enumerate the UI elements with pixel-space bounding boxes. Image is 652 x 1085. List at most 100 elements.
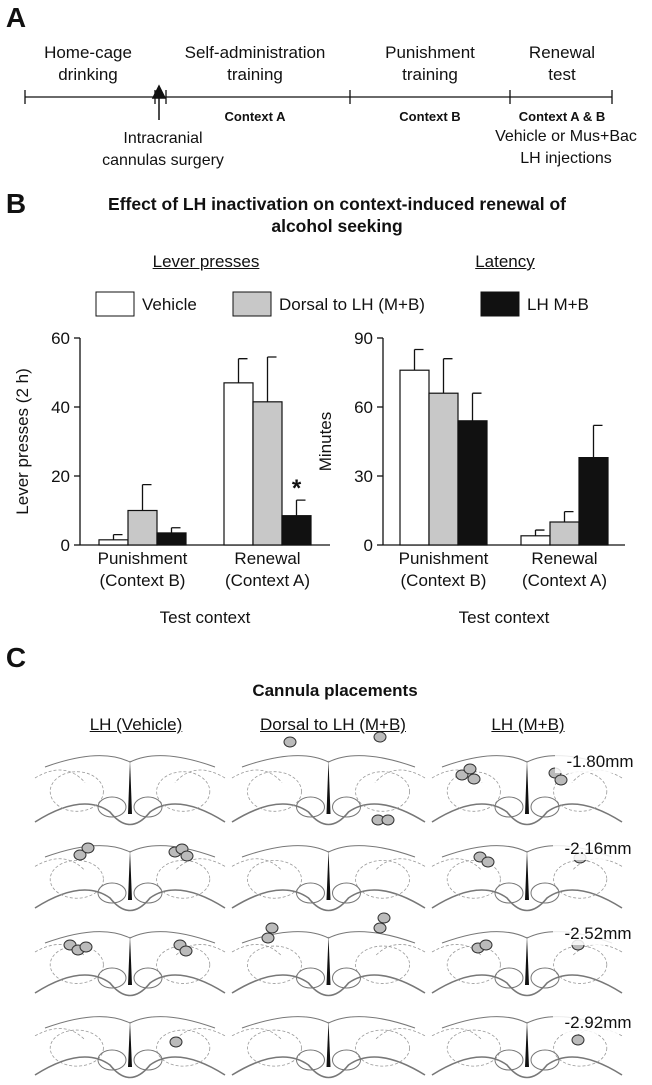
atlas-midline — [128, 936, 132, 985]
injection-label: Vehicle or Mus+Bac LH injections — [495, 128, 637, 167]
atlas-structure — [494, 796, 524, 818]
atlas-structure — [133, 882, 163, 904]
atlas-outline — [431, 803, 623, 826]
error-bar — [592, 424, 603, 458]
atlas-structure — [553, 771, 608, 812]
placement-dot — [179, 945, 193, 957]
y-axis-label: Lever presses (2 h) — [13, 368, 32, 514]
placement-dot — [479, 939, 493, 951]
group-label: Dorsal to LH (M+B) — [260, 715, 406, 734]
atlas-midline — [525, 936, 529, 985]
atlas-outline — [431, 1056, 623, 1079]
atlas-structure — [553, 945, 608, 984]
atlas-outline — [231, 803, 426, 826]
atlas-structure — [446, 859, 501, 899]
error-bar — [442, 358, 453, 394]
bar — [223, 382, 254, 546]
atlas-midline — [326, 936, 331, 985]
placement-dot — [79, 941, 93, 953]
legend-label: Dorsal to LH (M+B) — [279, 295, 425, 314]
y-tick-label: 40 — [51, 398, 70, 417]
atlas-structure — [355, 771, 410, 812]
group-label: LH (Vehicle) — [89, 715, 183, 734]
atlas-structure — [231, 769, 426, 783]
y-axis-label: Minutes — [316, 412, 335, 472]
atlas-structure — [34, 1028, 226, 1041]
legend-label: LH M+B — [527, 295, 589, 314]
error-bar — [534, 529, 545, 536]
x-axis-label: Test context — [159, 608, 251, 627]
phase-label: Punishment training — [385, 43, 475, 84]
panel-label: A — [5, 2, 27, 33]
atlas-midline — [128, 760, 132, 814]
atlas-structure — [446, 1029, 501, 1067]
bar — [98, 539, 129, 546]
atlas-structure — [49, 859, 104, 899]
atlas-structure — [530, 1049, 560, 1071]
placement-dot — [373, 922, 387, 934]
error-bar — [295, 499, 306, 516]
phase-label: Home-cage drinking — [44, 43, 132, 84]
atlas-structure — [34, 858, 226, 871]
placements-title: Cannula placements — [252, 681, 418, 700]
atlas-structure — [332, 796, 361, 818]
atlas-structure — [97, 796, 127, 818]
atlas-structure — [34, 769, 226, 783]
y-tick-label: 20 — [51, 467, 70, 486]
legend-label: Vehicle — [142, 295, 197, 314]
chart-subtitle: Latency — [475, 252, 535, 271]
placement-dot — [265, 922, 279, 934]
atlas-midline — [326, 760, 331, 814]
atlas-structure — [296, 796, 325, 818]
atlas-outline — [431, 974, 623, 997]
atlas-structure — [332, 882, 361, 904]
atlas-structure — [355, 1029, 410, 1067]
bar — [281, 515, 312, 546]
atlas-structure — [156, 859, 211, 899]
atlas-structure — [431, 858, 623, 871]
x-tick-label: Renewal (Context A) — [521, 549, 608, 590]
phase-label: Renewal test — [528, 43, 596, 84]
x-axis-label: Test context — [458, 608, 550, 627]
atlas-structure — [296, 882, 325, 904]
atlas-structure — [530, 882, 560, 904]
error-bar — [413, 348, 424, 371]
legend-swatch — [95, 291, 135, 317]
atlas-structure — [332, 967, 361, 989]
chart-subtitle: Lever presses — [152, 252, 260, 271]
atlas-midline — [128, 850, 132, 900]
atlas-outline — [231, 1056, 426, 1079]
bar — [520, 535, 551, 546]
atlas-structure — [355, 859, 410, 899]
atlas-outline — [34, 889, 226, 912]
bar — [156, 532, 187, 546]
x-tick-label: Punishment (Context B) — [97, 549, 188, 590]
atlas-structure — [133, 967, 163, 989]
error-bar — [170, 527, 181, 533]
y-tick-label: 0 — [61, 536, 70, 555]
y-tick-label: 30 — [354, 467, 373, 486]
atlas-midline — [525, 850, 529, 900]
atlas-structure — [553, 859, 608, 899]
atlas-outline — [231, 889, 426, 912]
level-label: -1.80mm — [555, 751, 645, 773]
atlas-structure — [494, 967, 524, 989]
figure-title: Effect of LH inactivation on context-ind… — [108, 194, 566, 236]
phase-label: Self-administration training — [184, 43, 326, 84]
placement-dot — [283, 736, 297, 748]
error-bar — [471, 392, 482, 421]
placement-dot — [481, 856, 495, 868]
level-label: -2.52mm — [553, 923, 643, 945]
x-tick-label: Punishment (Context B) — [398, 549, 489, 590]
context-label: Context A — [224, 109, 286, 124]
surgery-label: Intracranial cannulas surgery — [102, 130, 224, 169]
atlas-structure — [446, 771, 501, 812]
atlas-structure — [97, 882, 127, 904]
atlas-structure — [156, 771, 211, 812]
atlas-structure — [49, 1029, 104, 1067]
placement-dot — [73, 849, 87, 861]
atlas-structure — [49, 771, 104, 812]
atlas-structure — [530, 796, 560, 818]
